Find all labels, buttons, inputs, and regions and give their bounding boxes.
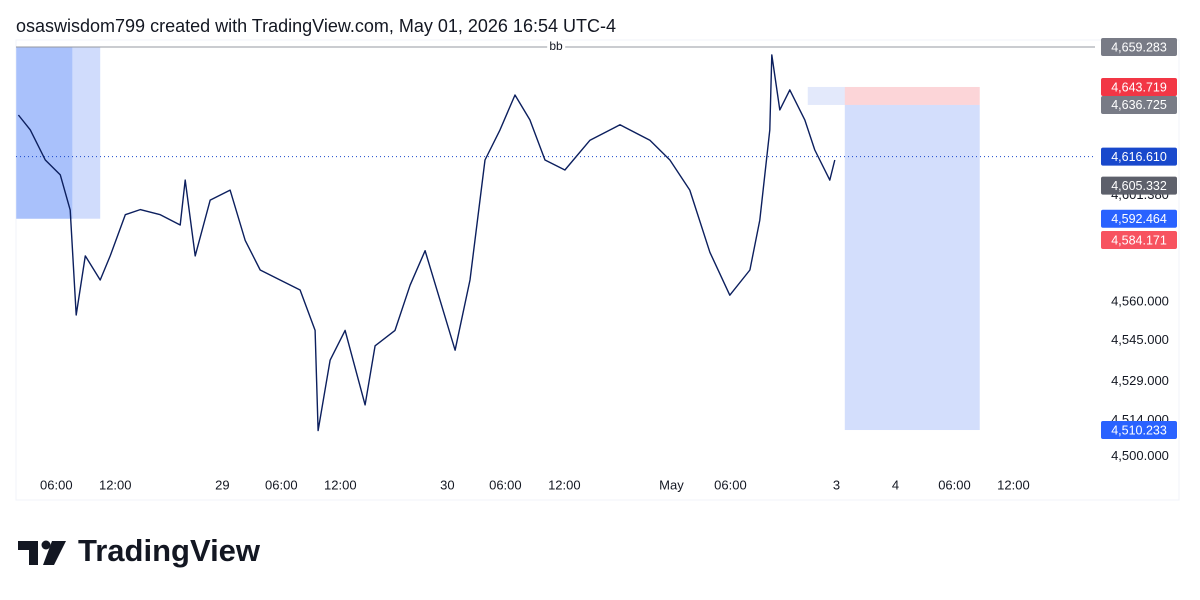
x-tick-label: 30 — [440, 477, 454, 492]
price-label-box — [1101, 37, 1177, 56]
price-label-box — [1101, 421, 1177, 440]
y-tick-label: 4,500.000 — [1111, 448, 1169, 463]
x-tick-label: 29 — [215, 477, 229, 492]
price-label-box — [1101, 95, 1177, 114]
price-line — [17, 54, 836, 432]
x-tick-label: May — [659, 477, 684, 492]
x-tick-label: 12:00 — [99, 477, 132, 492]
line-label: bb — [549, 39, 563, 53]
price-label: 4,659.283 — [1111, 40, 1167, 54]
x-tick-label: 06:00 — [489, 477, 522, 492]
x-tick-label: 06:00 — [265, 477, 298, 492]
y-tick-label: 4,545.000 — [1111, 332, 1169, 347]
price-label-box — [1101, 147, 1177, 166]
position-box — [844, 104, 980, 431]
x-tick-label: 06:00 — [40, 477, 73, 492]
x-tick-label: 12:00 — [548, 477, 581, 492]
plot-area: bb 06:00 12:00 29 06:00 12:00 30 06:00 12:00 May 0… — [16, 36, 1177, 492]
price-label-box — [1101, 176, 1177, 195]
tradingview-logo-icon — [18, 540, 66, 565]
y-tick-label: 4,529.000 — [1111, 373, 1169, 388]
price-label: 4,584.171 — [1111, 233, 1167, 247]
logo-text: TradingView — [78, 533, 261, 568]
x-tick-label: 3 — [833, 477, 840, 492]
y-tick-label: 4,560.000 — [1111, 294, 1169, 309]
x-tick-label: 06:00 — [938, 477, 971, 492]
price-label: 4,605.332 — [1111, 179, 1167, 193]
price-label-box — [1101, 209, 1177, 228]
x-tick-label: 06:00 — [714, 477, 747, 492]
price-label-box — [1101, 231, 1177, 250]
price-label: 4,510.233 — [1111, 423, 1167, 437]
x-tick-label: 12:00 — [324, 477, 357, 492]
chart-frame — [15, 39, 1180, 501]
price-label: 4,643.719 — [1111, 80, 1167, 94]
price-label: 4,592.464 — [1111, 212, 1167, 226]
position-box — [16, 46, 73, 219]
x-tick-label: 12:00 — [997, 477, 1030, 492]
price-label-box — [1101, 77, 1177, 96]
x-tick-label: 4 — [892, 477, 899, 492]
price-label: 4,616.610 — [1111, 150, 1167, 164]
caption: osaswisdom799 created with TradingView.c… — [16, 16, 616, 36]
position-box — [844, 86, 980, 105]
price-label: 4,636.725 — [1111, 98, 1167, 112]
